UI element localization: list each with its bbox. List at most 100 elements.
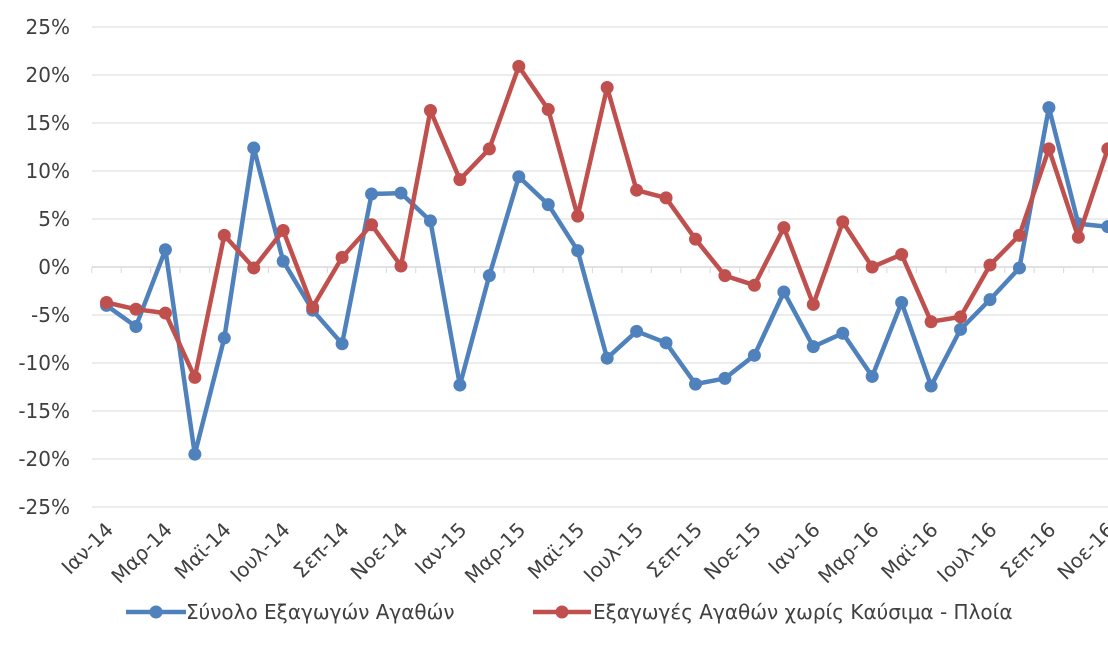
data-point: [394, 259, 408, 273]
data-point: [188, 447, 202, 461]
data-point: [512, 170, 526, 184]
data-point: [100, 296, 113, 310]
y-axis-tick-labels: 25% 20% 15% 10% 5% 0% -5% -10% -15% -20% -25%: [18, 15, 70, 519]
data-point: [365, 187, 379, 201]
data-point: [836, 215, 850, 229]
y-tick-label: -10%: [18, 351, 70, 375]
data-point: [217, 331, 231, 345]
data-point: [482, 269, 496, 283]
data-point: [276, 224, 290, 238]
series-lines: [100, 59, 1108, 461]
y-tick-label: 25%: [26, 15, 70, 39]
y-tick-label: -25%: [18, 495, 70, 519]
data-point: [630, 183, 644, 197]
series-line: [104, 105, 1108, 457]
y-tick-label: 5%: [38, 207, 70, 231]
series-2: [100, 59, 1108, 384]
data-point: [718, 269, 732, 283]
data-point: [423, 104, 437, 118]
data-point: [247, 141, 261, 155]
x-tick-label: Νοε-14: [346, 518, 413, 585]
x-axis: [91, 266, 1108, 273]
data-point: [453, 378, 467, 392]
legend-label: Σύνολο Εξαγωγών Αγαθών: [186, 600, 455, 624]
x-tick-label: Νοε-16: [1052, 518, 1108, 585]
data-point: [600, 351, 614, 365]
legend-point-marker: [555, 605, 569, 619]
x-tick-label: Νοε-15: [699, 518, 766, 585]
data-point: [335, 250, 349, 264]
data-point: [895, 296, 909, 310]
data-point: [512, 59, 526, 73]
data-point: [659, 336, 673, 350]
data-point: [158, 243, 172, 257]
data-point: [865, 369, 879, 383]
data-point: [983, 293, 997, 307]
x-tick-label: Μαϊ-15: [523, 518, 589, 584]
data-point: [423, 214, 437, 228]
data-point: [1012, 228, 1026, 242]
data-point: [129, 320, 143, 334]
data-point: [306, 300, 320, 314]
data-point: [747, 348, 761, 362]
x-tick-label: Μαϊ-16: [876, 518, 942, 584]
x-tick-label: Μαρ-16: [813, 518, 884, 589]
data-point: [895, 248, 909, 262]
data-point: [394, 186, 408, 200]
x-tick-label: Μαϊ-14: [169, 518, 235, 584]
data-point: [924, 379, 938, 393]
data-point: [541, 198, 555, 212]
legend-point-marker: [149, 605, 163, 619]
y-tick-label: -20%: [18, 447, 70, 471]
data-point: [777, 221, 791, 235]
x-tick-label: Μαρ-14: [106, 518, 177, 589]
data-point: [954, 310, 968, 324]
data-point: [129, 302, 143, 316]
data-point: [1012, 261, 1026, 275]
data-point: [924, 315, 938, 329]
data-point: [571, 244, 585, 258]
data-point: [1071, 230, 1085, 244]
legend-label: Εξαγωγές Αγαθών χωρίς Καύσιμα - Πλοία: [593, 600, 1013, 624]
data-point: [806, 297, 820, 311]
data-point: [482, 142, 496, 156]
data-point: [571, 209, 585, 223]
data-point: [1042, 101, 1056, 115]
data-point: [806, 340, 820, 354]
data-point: [1101, 220, 1108, 234]
data-point: [659, 191, 673, 205]
data-point: [689, 232, 702, 246]
data-point: [541, 103, 555, 117]
data-point: [983, 258, 997, 272]
x-tick-label: Σεπ-15: [642, 518, 707, 583]
data-point: [188, 370, 202, 384]
data-point: [247, 261, 261, 275]
data-point: [865, 260, 879, 274]
y-tick-label: 15%: [26, 111, 70, 135]
data-point: [630, 324, 644, 338]
data-point: [954, 322, 968, 336]
data-point: [747, 278, 761, 292]
data-point: [335, 337, 349, 351]
data-point: [453, 173, 467, 187]
x-tick-label: Σεπ-14: [288, 518, 353, 583]
data-point: [600, 80, 614, 94]
data-point: [276, 254, 290, 268]
series-1: [100, 101, 1108, 461]
data-point: [158, 306, 172, 320]
x-tick-label: Ιουλ-16: [932, 518, 1001, 587]
legend: Σύνολο Εξαγωγών Αγαθών Εξαγωγές Αγαθών χω…: [126, 600, 1013, 624]
x-tick-label: Ιουλ-15: [579, 518, 648, 587]
y-tick-label: 10%: [26, 159, 70, 183]
y-tick-label: 0%: [38, 255, 70, 279]
x-axis-tick-labels: Ιαν-14Μαρ-14Μαϊ-14Ιουλ-14Σεπ-14Νοε-14Ιαν…: [57, 518, 1108, 589]
data-point: [718, 371, 732, 385]
y-tick-label: -5%: [31, 303, 70, 327]
data-point: [1101, 142, 1108, 156]
x-tick-label: Μαρ-15: [460, 518, 531, 589]
y-tick-label: 20%: [26, 63, 70, 87]
data-point: [217, 228, 231, 242]
x-tick-label: Σεπ-16: [995, 518, 1060, 583]
